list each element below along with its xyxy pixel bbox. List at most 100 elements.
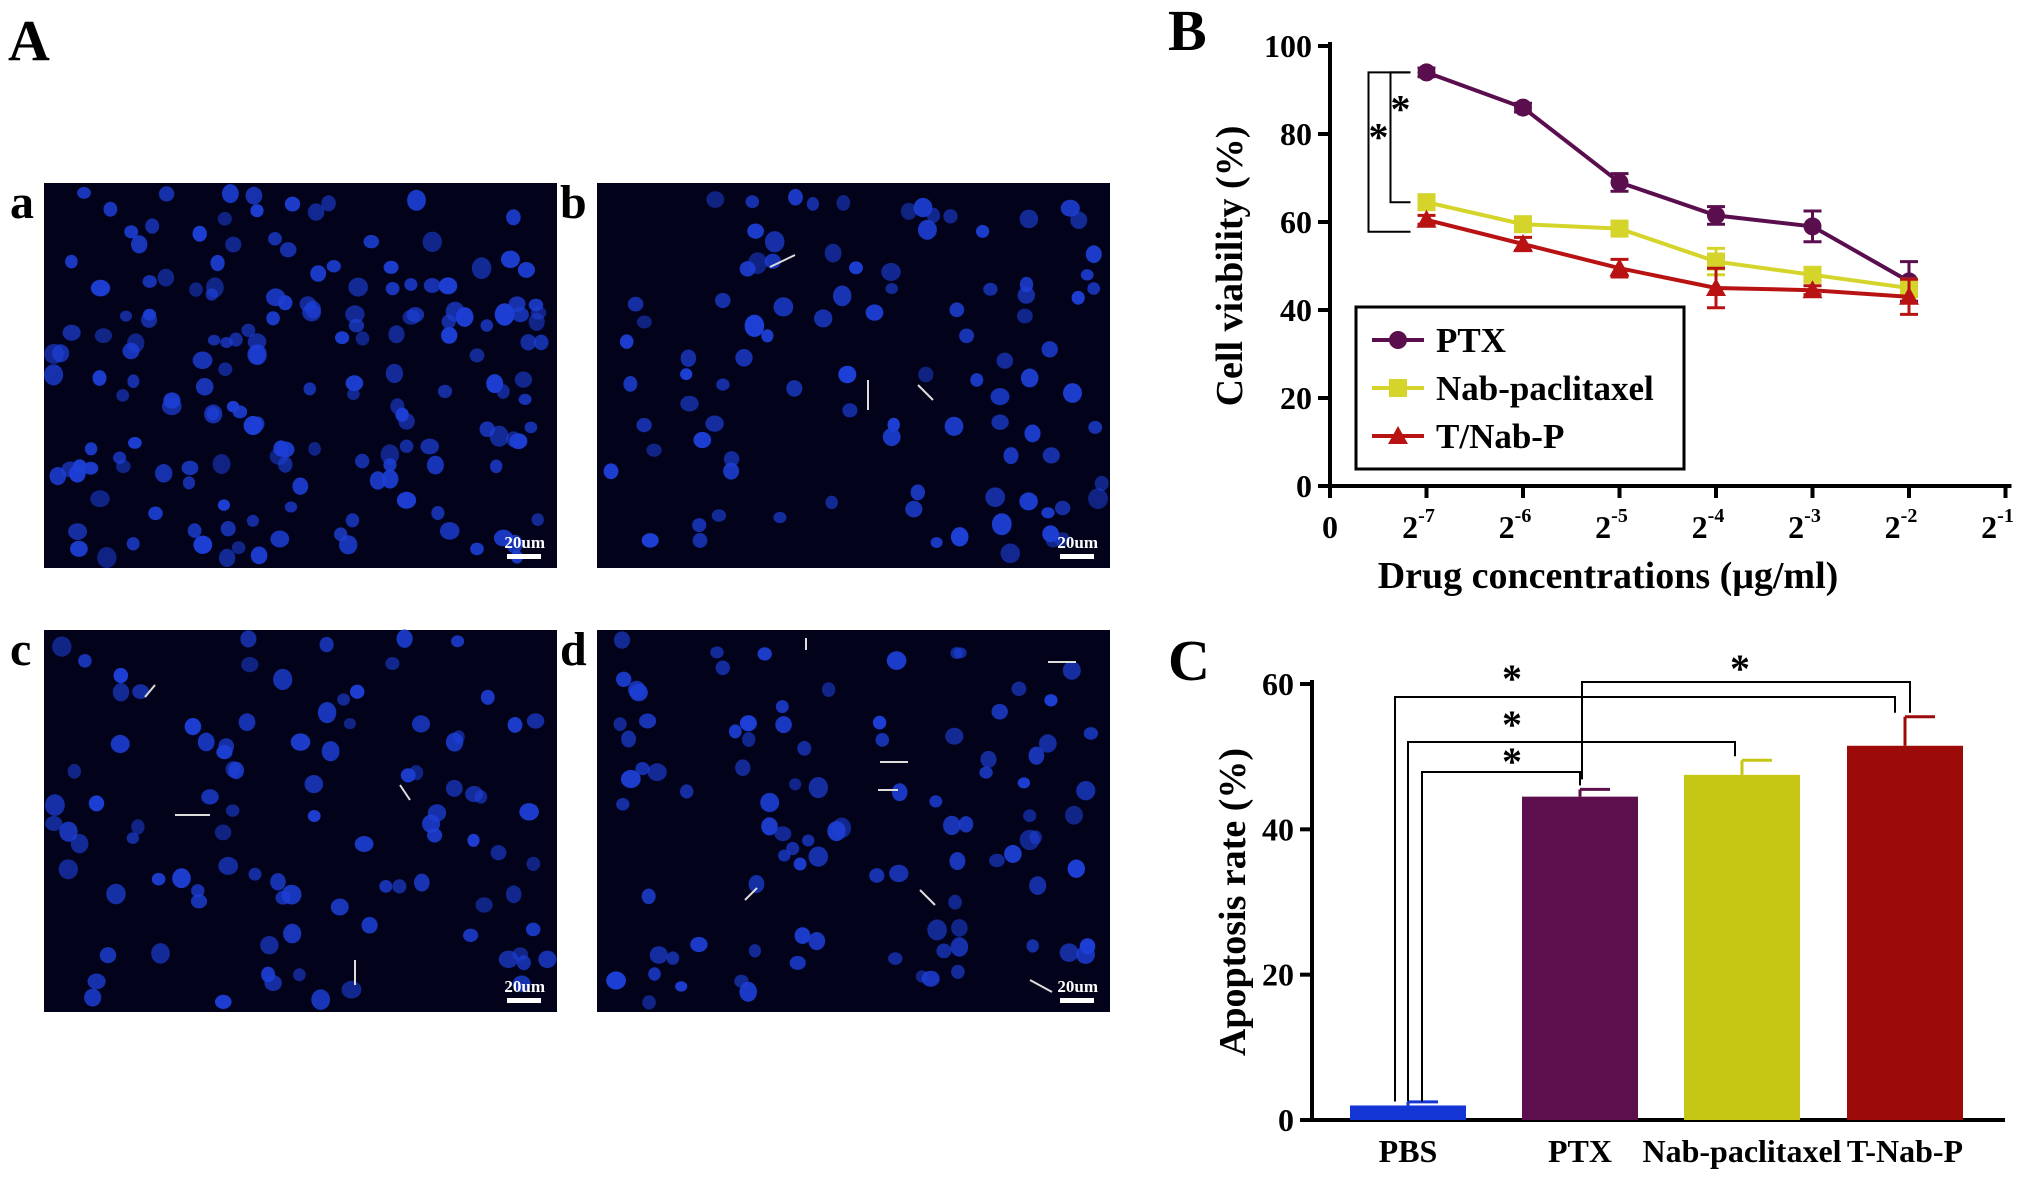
- nucleus: [151, 872, 166, 886]
- nucleus: [505, 885, 522, 904]
- x-tick-label: 2-1: [1981, 505, 2014, 545]
- nucleus: [406, 307, 425, 323]
- x-tick-label: 2-5: [1595, 505, 1628, 545]
- nucleus: [764, 231, 785, 253]
- x-axis-title: Drug concentrations (μg/ml): [1378, 555, 1839, 597]
- nucleus: [824, 243, 842, 263]
- nucleus: [1071, 290, 1085, 305]
- nucleus: [70, 540, 88, 557]
- nucleus: [49, 467, 67, 486]
- nucleus: [531, 513, 544, 526]
- nucleus: [1042, 447, 1060, 464]
- nucleus: [525, 922, 541, 937]
- nucleus: [1017, 286, 1035, 304]
- nucleus: [88, 795, 105, 812]
- data-point: [1706, 278, 1726, 296]
- nucleus: [348, 277, 369, 297]
- micrograph-c: c 20um: [10, 623, 557, 1012]
- y-tick-label: 40: [1262, 811, 1294, 847]
- data-point: [1707, 252, 1725, 271]
- y-tick-label: 80: [1280, 116, 1312, 152]
- scale-bar: [507, 998, 541, 1003]
- nucleus: [511, 307, 529, 323]
- nucleus: [388, 325, 405, 344]
- nucleus: [90, 279, 111, 297]
- nucleus: [950, 937, 969, 957]
- micrograph-label-b: b: [560, 176, 587, 229]
- significance-bracket: [1581, 681, 1911, 780]
- nucleus: [888, 952, 903, 965]
- nucleus: [1076, 945, 1095, 964]
- nucleus: [1029, 830, 1042, 845]
- nucleus: [514, 371, 533, 388]
- nucleus: [649, 946, 668, 964]
- nucleus: [158, 186, 175, 202]
- nucleus: [369, 471, 386, 490]
- nucleus: [636, 315, 652, 329]
- micrograph-label-c: c: [10, 623, 31, 676]
- nucleus: [303, 382, 317, 396]
- nucleus: [706, 191, 725, 208]
- nucleus: [1024, 424, 1041, 443]
- nucleus: [116, 389, 130, 402]
- micrograph-background: [597, 630, 1110, 1012]
- micrograph-background: [44, 183, 557, 568]
- nucleus: [218, 738, 235, 755]
- nucleus: [1062, 661, 1081, 680]
- apoptosis-arrow: [769, 254, 796, 268]
- nucleus: [70, 834, 89, 854]
- nucleus: [1065, 805, 1083, 825]
- y-tick-label: 60: [1262, 666, 1294, 702]
- nucleus: [773, 511, 787, 524]
- nucleus: [838, 365, 857, 384]
- y-tick-label: 20: [1262, 957, 1294, 993]
- x-tick-label: 2-4: [1692, 505, 1725, 545]
- nucleus: [193, 535, 213, 554]
- nucleus: [248, 867, 262, 881]
- apoptosis-arrow: [1029, 979, 1053, 993]
- nucleus: [270, 873, 286, 891]
- nucleus: [414, 873, 430, 892]
- nucleus: [192, 225, 207, 242]
- nucleus: [218, 548, 236, 568]
- nucleus: [872, 715, 887, 730]
- nucleus: [191, 884, 205, 898]
- nucleus: [639, 713, 657, 729]
- series-PTX: [1417, 63, 1918, 303]
- nucleus: [241, 323, 256, 337]
- x-tick-label: 2-6: [1499, 505, 1532, 545]
- nucleus: [330, 898, 349, 916]
- nucleus: [538, 950, 557, 968]
- data-point: [1803, 217, 1822, 236]
- series-line: [1426, 217, 1910, 299]
- nucleus: [1054, 500, 1071, 516]
- nucleus: [463, 928, 479, 942]
- nucleus: [192, 351, 213, 370]
- nucleus: [131, 819, 145, 835]
- nucleus: [181, 460, 199, 476]
- nucleus: [226, 400, 240, 413]
- nucleus: [103, 201, 118, 217]
- nucleus: [126, 832, 139, 844]
- nucleus: [869, 868, 885, 883]
- nucleus: [734, 974, 749, 988]
- nucleus: [361, 916, 378, 934]
- y-tick-label: 100: [1264, 28, 1312, 64]
- nucleus: [690, 936, 708, 953]
- nucleus: [381, 469, 399, 489]
- nucleus: [131, 235, 148, 254]
- bar-T-Nab-P: [1847, 745, 1963, 1120]
- nucleus: [182, 476, 196, 490]
- nucleus: [814, 309, 833, 328]
- nucleus: [94, 328, 112, 343]
- bar-PTX: [1522, 796, 1638, 1120]
- nucleus: [284, 501, 298, 513]
- nucleus: [307, 203, 325, 221]
- nucleus: [616, 798, 630, 811]
- nucleus: [794, 927, 811, 944]
- nucleus: [334, 527, 348, 542]
- nucleus: [983, 282, 998, 296]
- apoptosis-arrow: [917, 384, 934, 401]
- nucleus: [411, 715, 431, 733]
- nucleus: [439, 522, 460, 540]
